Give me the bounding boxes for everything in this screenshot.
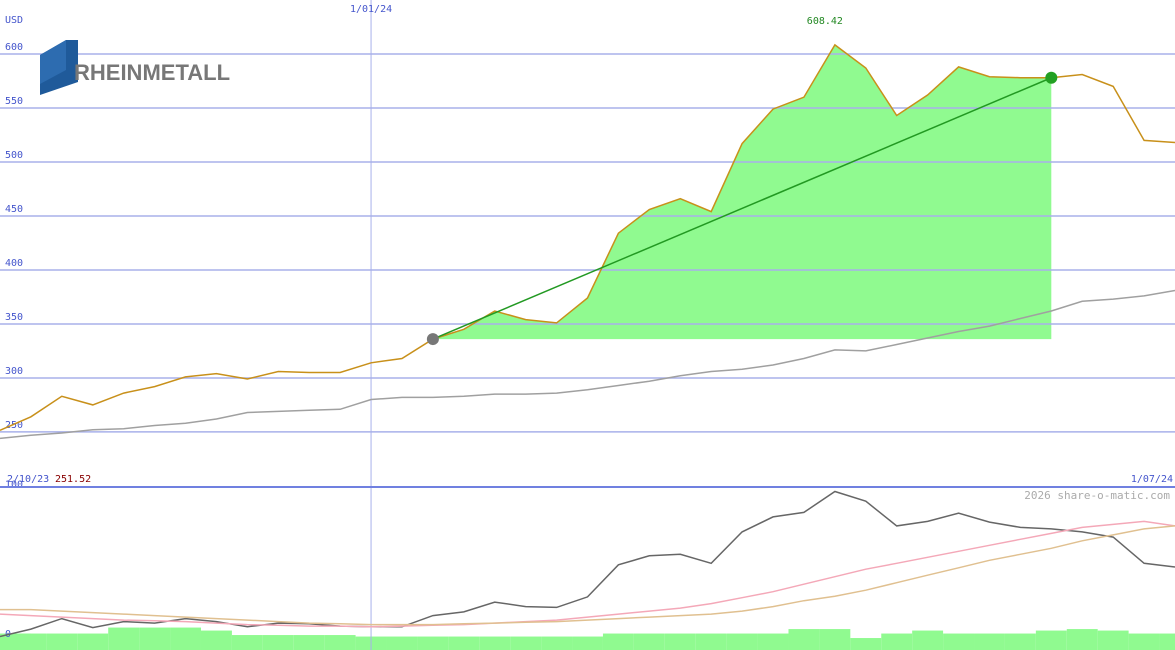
volume-bar bbox=[139, 627, 171, 650]
volume-bar bbox=[788, 629, 820, 650]
volume-bar bbox=[77, 633, 109, 650]
volume-bar bbox=[912, 630, 944, 650]
logo: RHEINMETALL bbox=[40, 40, 230, 95]
volume-bar bbox=[757, 633, 789, 650]
logo-text: RHEINMETALL bbox=[74, 60, 230, 85]
highlight-area bbox=[432, 44, 1052, 340]
volume-bar bbox=[108, 627, 140, 650]
value-label: 251.52 bbox=[55, 474, 91, 485]
volume-bar bbox=[1004, 633, 1036, 650]
logo-mark-shade bbox=[40, 40, 66, 84]
volume-bar bbox=[231, 635, 263, 650]
series-line bbox=[0, 490, 1175, 638]
volume-bar bbox=[974, 633, 1005, 650]
volume-bar bbox=[293, 635, 325, 650]
volume-bar bbox=[695, 633, 727, 650]
trend-line bbox=[432, 77, 1052, 340]
y-tick-label: 500 bbox=[5, 150, 23, 161]
volume-bar bbox=[726, 633, 758, 650]
volume-bar bbox=[15, 633, 47, 650]
volume-bar bbox=[1128, 633, 1160, 650]
volume-bar bbox=[1066, 629, 1098, 650]
volume-bar bbox=[386, 636, 418, 650]
trend-start bbox=[426, 333, 439, 346]
x-tick-label: 1/01/24 bbox=[350, 4, 392, 15]
trend-end bbox=[1045, 71, 1058, 84]
volume-bar bbox=[943, 633, 975, 650]
volume-bar bbox=[881, 633, 913, 650]
volume-bar bbox=[664, 633, 696, 650]
y-tick-label: 300 bbox=[5, 366, 23, 377]
volume-bar bbox=[479, 636, 511, 650]
y-tick-label: 400 bbox=[5, 258, 23, 269]
series-line bbox=[0, 525, 1175, 626]
series-line bbox=[0, 43, 1175, 431]
value-label: 608.42 bbox=[807, 16, 843, 27]
y-tick-label: 250 bbox=[5, 420, 23, 431]
volume-bar bbox=[541, 636, 573, 650]
volume-bar bbox=[262, 635, 294, 650]
volume-bar bbox=[850, 638, 882, 650]
volume-bar bbox=[324, 635, 356, 650]
volume-bar bbox=[602, 633, 634, 650]
volume-bar bbox=[572, 636, 603, 650]
y-tick-label: 600 bbox=[5, 42, 23, 53]
x-tick-label: 2/10/23 bbox=[7, 474, 49, 485]
volume-bar bbox=[200, 630, 232, 650]
volume-bar bbox=[633, 633, 665, 650]
volume-bar bbox=[510, 636, 542, 650]
volume-bar bbox=[448, 636, 480, 650]
volume-bar bbox=[170, 627, 201, 650]
y-axis-label: USD bbox=[5, 15, 23, 26]
credit: 2026 share-o-matic.com bbox=[1024, 489, 1170, 502]
y-tick-label: 450 bbox=[5, 204, 23, 215]
y-tick-label: 100 bbox=[5, 479, 23, 490]
volume-bar bbox=[1159, 633, 1175, 650]
volume-bar bbox=[46, 633, 78, 650]
y-tick-label: 350 bbox=[5, 312, 23, 323]
volume-bar bbox=[1035, 630, 1067, 650]
volume-bar bbox=[1097, 630, 1129, 650]
series-line bbox=[0, 289, 1175, 440]
volume-bar bbox=[417, 636, 449, 650]
x-tick-label: 1/07/24 bbox=[1131, 474, 1173, 485]
volume-bar bbox=[819, 629, 851, 650]
series-line bbox=[0, 520, 1175, 628]
y-tick-label: 550 bbox=[5, 96, 23, 107]
